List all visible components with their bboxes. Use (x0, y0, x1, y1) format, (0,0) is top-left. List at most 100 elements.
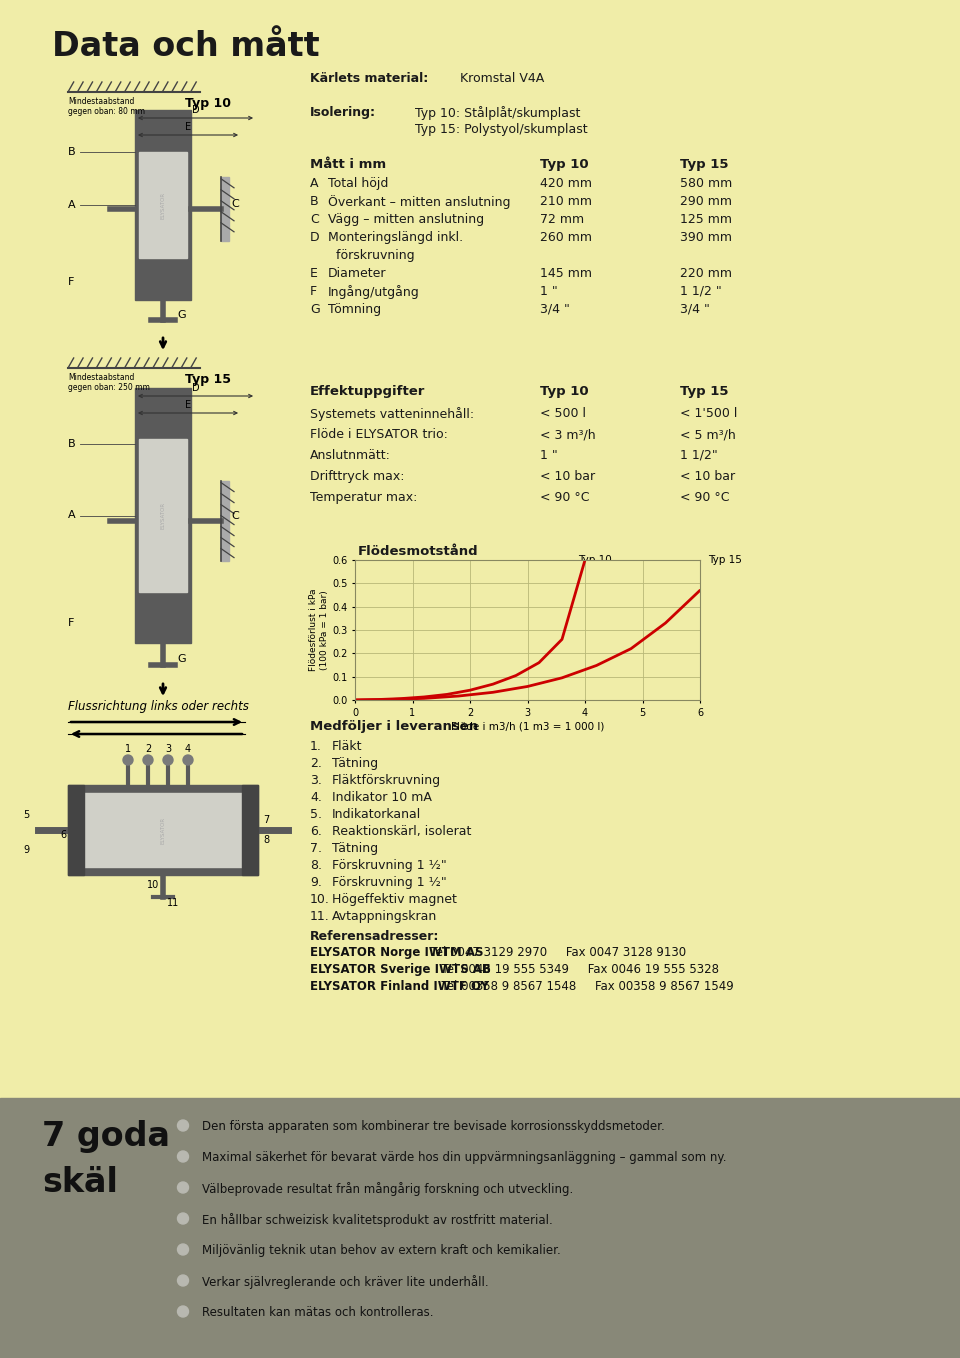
Bar (139, 152, 187, 258)
Text: G: G (177, 310, 185, 320)
Bar (135, 110, 191, 300)
Text: F: F (68, 618, 74, 627)
Text: Systemets vatteninnehåll:: Systemets vatteninnehåll: (310, 407, 474, 421)
Text: Indikator 10 mA: Indikator 10 mA (332, 790, 432, 804)
Text: Tel 0047 3129 2970     Fax 0047 3128 9130: Tel 0047 3129 2970 Fax 0047 3128 9130 (423, 947, 686, 959)
Text: 390 mm: 390 mm (680, 231, 732, 244)
Text: Förskruvning 1 ½": Förskruvning 1 ½" (332, 860, 446, 872)
Text: 3/4 ": 3/4 " (540, 303, 570, 316)
Text: Isolering:: Isolering: (310, 106, 376, 120)
Text: Fläktförskruvning: Fläktförskruvning (332, 774, 442, 788)
Text: Typ 15: Polystyol/skumplast: Typ 15: Polystyol/skumplast (415, 124, 588, 136)
Text: 9: 9 (23, 845, 29, 856)
Text: 3.: 3. (310, 774, 322, 788)
Text: Medföljer i leveransen: Medföljer i leveransen (310, 720, 478, 733)
Text: Referensadresser:: Referensadresser: (310, 930, 440, 942)
Text: 10.: 10. (310, 894, 330, 906)
Text: ELYSATOR: ELYSATOR (160, 816, 165, 843)
Y-axis label: Flödesförlust i kPa
(100 kPa = 1 bar): Flödesförlust i kPa (100 kPa = 1 bar) (309, 589, 329, 671)
Text: Typ 15: Typ 15 (680, 158, 729, 171)
Text: Maximal säkerhet för bevarat värde hos din uppvärmningsanläggning – gammal som n: Maximal säkerhet för bevarat värde hos d… (202, 1152, 727, 1164)
Text: 3: 3 (165, 744, 171, 754)
Text: 11.: 11. (310, 910, 329, 923)
Text: < 90 °C: < 90 °C (680, 492, 730, 504)
Text: 580 mm: 580 mm (680, 177, 732, 190)
Text: Typ 10: Typ 10 (578, 555, 612, 565)
Bar (139, 439, 187, 592)
Text: Resultaten kan mätas och kontrolleras.: Resultaten kan mätas och kontrolleras. (202, 1306, 434, 1319)
Text: 420 mm: 420 mm (540, 177, 592, 190)
Text: ELYSATOR Finland IWTF OY: ELYSATOR Finland IWTF OY (310, 980, 489, 993)
Text: A: A (310, 177, 319, 190)
Text: Indikatorkanal: Indikatorkanal (332, 808, 421, 822)
Text: F: F (310, 285, 317, 297)
Text: Temperatur max:: Temperatur max: (310, 492, 418, 504)
Text: 6: 6 (60, 830, 66, 841)
Text: Monteringslängd inkl.: Monteringslängd inkl. (328, 231, 463, 244)
Text: Drifttryck max:: Drifttryck max: (310, 470, 404, 483)
Text: 9.: 9. (310, 876, 322, 889)
Bar (68, 785, 84, 875)
Text: Tätning: Tätning (332, 842, 378, 856)
Text: Mindestaabstand
gegen oban: 250 mm: Mindestaabstand gegen oban: 250 mm (68, 373, 150, 392)
Text: Typ 15: Typ 15 (680, 386, 729, 398)
Text: 1 ": 1 " (540, 285, 558, 297)
Bar (242, 785, 258, 875)
Text: E: E (185, 122, 191, 132)
Text: 7 goda: 7 goda (42, 1120, 170, 1153)
Text: förskruvning: förskruvning (328, 249, 415, 262)
Text: Kromstal V4A: Kromstal V4A (460, 72, 544, 86)
Text: Flöde i ELYSATOR trio:: Flöde i ELYSATOR trio: (310, 428, 448, 441)
Circle shape (178, 1152, 188, 1162)
Text: 1.: 1. (310, 740, 322, 752)
Text: D: D (310, 231, 320, 244)
Text: Diameter: Diameter (328, 268, 387, 280)
Text: E: E (310, 268, 318, 280)
Text: En hållbar schweizisk kvalitetsprodukt av rostfritt material.: En hållbar schweizisk kvalitetsprodukt a… (202, 1213, 553, 1228)
Text: Högeffektiv magnet: Högeffektiv magnet (332, 894, 457, 906)
Text: ELYSATOR: ELYSATOR (160, 502, 165, 530)
Text: Typ 10: Stålplåt/skumplast: Typ 10: Stålplåt/skumplast (415, 106, 581, 120)
Text: ELYSATOR Sverige IWTS AB: ELYSATOR Sverige IWTS AB (310, 963, 491, 976)
Text: 5: 5 (23, 809, 29, 820)
Text: Den första apparaten som kombinerar tre bevisade korrosionsskyddsmetoder.: Den första apparaten som kombinerar tre … (202, 1120, 664, 1133)
Text: D: D (192, 383, 200, 392)
Text: skäl: skäl (42, 1167, 118, 1199)
Circle shape (143, 755, 153, 765)
Text: Total höjd: Total höjd (328, 177, 389, 190)
Text: 8: 8 (263, 835, 269, 845)
Text: 7: 7 (263, 815, 269, 826)
Text: ELYSATOR Norge IWTM AS: ELYSATOR Norge IWTM AS (310, 947, 484, 959)
Text: Mått i mm: Mått i mm (310, 158, 386, 171)
Text: 1 1/2": 1 1/2" (680, 449, 718, 462)
Text: D: D (192, 105, 200, 115)
Bar (68, 785, 258, 875)
Text: Tömning: Tömning (328, 303, 381, 316)
Text: 5.: 5. (310, 808, 322, 822)
Circle shape (123, 755, 133, 765)
Text: 2.: 2. (310, 756, 322, 770)
Text: C: C (310, 213, 319, 225)
Text: B: B (68, 147, 76, 156)
Text: E: E (185, 401, 191, 410)
Text: 125 mm: 125 mm (680, 213, 732, 225)
Text: Effektuppgifter: Effektuppgifter (310, 386, 425, 398)
Text: Fläkt: Fläkt (332, 740, 363, 752)
Text: C: C (231, 511, 239, 520)
Bar (221, 481, 229, 561)
Text: Kärlets material:: Kärlets material: (310, 72, 428, 86)
Text: Flödesmotstånd: Flödesmotstånd (358, 545, 479, 558)
Text: Typ 15: Typ 15 (185, 373, 231, 386)
Text: Förskruvning 1 ½": Förskruvning 1 ½" (332, 876, 446, 889)
Text: Överkant – mitten anslutning: Överkant – mitten anslutning (328, 196, 511, 209)
Text: < 90 °C: < 90 °C (540, 492, 589, 504)
Text: Ingång/utgång: Ingång/utgång (328, 285, 420, 299)
Text: B: B (310, 196, 319, 208)
Text: Tel 00358 9 8567 1548     Fax 00358 9 8567 1549: Tel 00358 9 8567 1548 Fax 00358 9 8567 1… (434, 980, 733, 993)
Text: G: G (310, 303, 320, 316)
Circle shape (178, 1244, 188, 1255)
Text: 3/4 ": 3/4 " (680, 303, 709, 316)
Text: < 1'500 l: < 1'500 l (680, 407, 737, 420)
Text: G: G (177, 655, 185, 664)
Circle shape (178, 1275, 188, 1286)
